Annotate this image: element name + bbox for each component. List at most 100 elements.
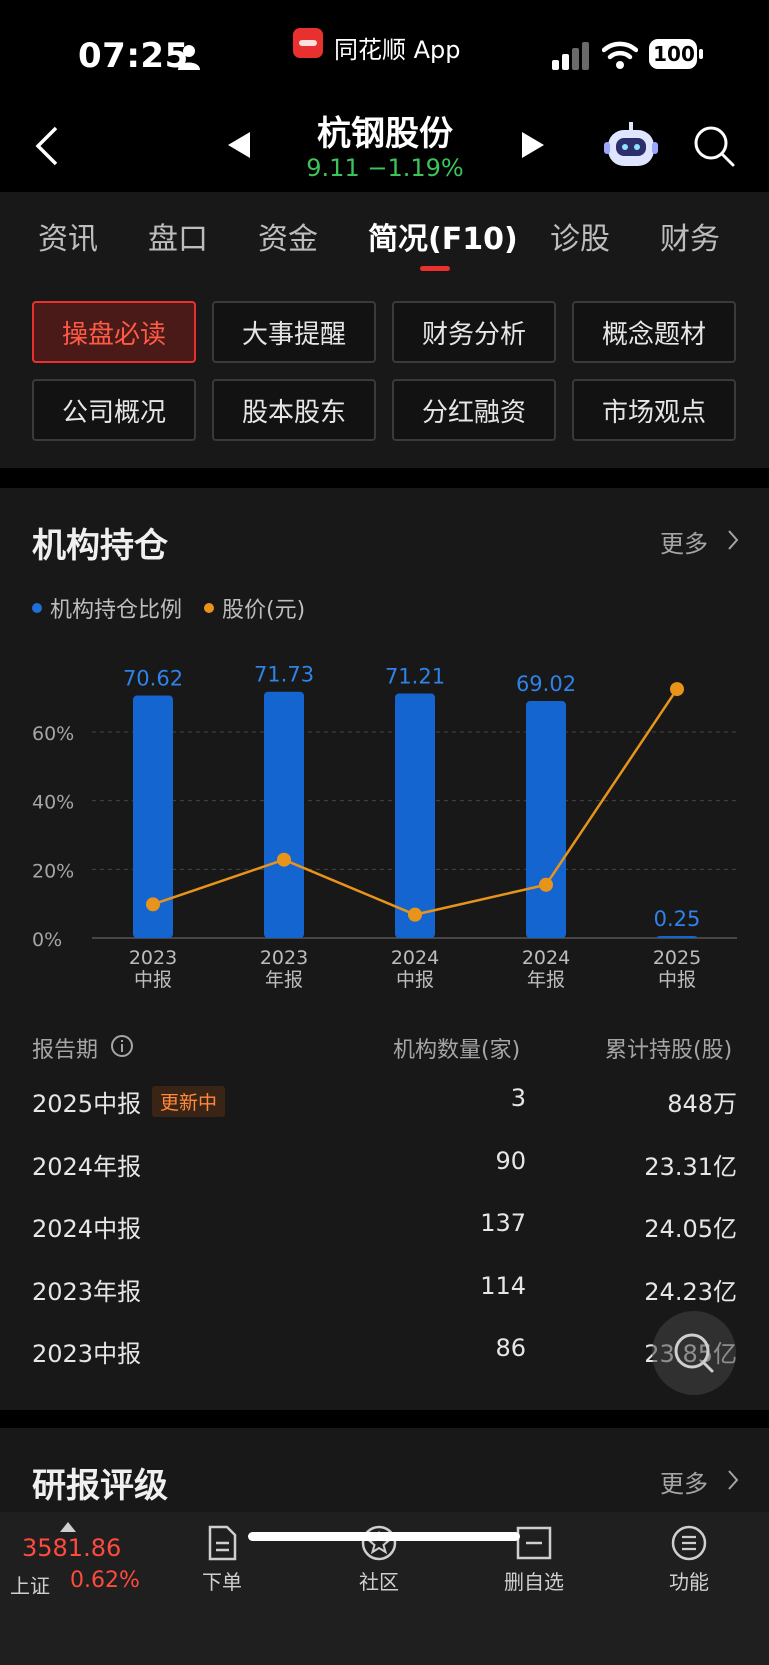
legend-item-stock-price: 股价(元) [204,592,305,624]
row-institution-count: 114 [480,1271,526,1300]
row-period: 2024年报 [32,1152,142,1181]
floating-search-button[interactable] [652,1311,736,1395]
stock-quote: 9.11 −1.19% [280,154,490,182]
home-indicator [248,1532,520,1541]
order-button[interactable]: 下单 [162,1524,282,1595]
status-bar: 07:25 同花顺 App 100 [0,0,769,100]
x-tick-label: 中报 [134,969,172,991]
price-point [408,907,422,922]
info-icon[interactable] [110,1034,134,1058]
price-point [277,852,291,867]
header-report-period: 报告期 [32,1038,99,1063]
table-row[interactable]: 2023年报 114 24.23亿 [0,1272,769,1334]
bar [264,691,304,938]
bar [395,693,435,938]
x-tick-label: 2024 [391,947,439,969]
cellular-signal-icon [552,42,589,70]
next-stock-icon[interactable] [520,130,546,160]
active-tab-indicator [420,266,450,271]
row-period: 2024中报 [32,1215,142,1243]
x-tick-label: 2023 [129,947,177,969]
chip-concepts[interactable]: 概念题材 [572,301,736,363]
more-link[interactable]: 更多 [660,530,708,558]
remove-watchlist-button[interactable]: 删自选 [474,1524,594,1595]
tab-financials[interactable]: 财务 [660,222,720,257]
search-icon[interactable] [692,124,736,168]
row-cumulative-holdings: 24.23亿 [644,1277,737,1306]
row-period: 2025中报 [32,1090,142,1118]
section-title: 机构持仓 [32,526,168,566]
row-cumulative-holdings: 24.05亿 [644,1215,737,1243]
x-tick-label: 中报 [396,969,434,991]
x-tick-label: 年报 [265,969,303,991]
x-tick-label: 2024 [522,947,570,969]
row-cumulative-holdings: 848万 [667,1090,737,1118]
more-link[interactable]: 更多 [660,1470,708,1498]
legend-dot-blue-icon [32,603,42,613]
app-logo-icon [293,28,323,58]
menu-icon [671,1525,707,1561]
bar [133,695,173,938]
bar-value-label: 71.21 [385,665,445,689]
index-value[interactable]: 3581.86 [22,1534,122,1562]
stock-nav-bar: 杭钢股份 9.11 −1.19% [0,100,769,192]
ai-assistant-robot-icon[interactable] [604,120,658,170]
header-institution-count: 机构数量(家) [393,1038,521,1063]
chip-financial-analysis[interactable]: 财务分析 [392,301,556,363]
tab-news[interactable]: 资讯 [38,222,98,257]
battery-icon [649,39,703,69]
bar-value-label: 69.02 [516,672,576,696]
functions-label: 功能 [669,1570,709,1594]
x-tick-label: 中报 [658,969,696,991]
table-row[interactable]: 2024年报 90 23.31亿 [0,1147,769,1209]
chip-major-events[interactable]: 大事提醒 [212,301,376,363]
row-institution-count: 86 [495,1334,526,1362]
legend-dot-orange-icon [204,603,215,613]
row-cumulative-holdings: 23.31亿 [644,1152,737,1181]
institutional-holdings-section: 机构持仓 更多 机构持仓比例 股价(元) 0% 20% 40% 60% 70.62 71.… [0,488,769,1410]
chip-shareholders[interactable]: 股本股东 [212,379,376,441]
back-arrow-icon[interactable] [30,122,64,170]
legend-item-holding-ratio: 机构持仓比例 [32,592,182,624]
tab-funds[interactable]: 资金 [258,222,318,257]
section-title: 研报评级 [32,1466,168,1506]
bar-value-label: 70.62 [123,667,183,691]
legend-label: 股价(元) [222,598,306,623]
table-row[interactable]: 2025中报 更新中 3 848万 [0,1084,769,1146]
community-label: 社区 [359,1570,399,1594]
bar [657,936,697,938]
research-rating-section: 研报评级 更多 [0,1428,769,1518]
stock-name: 杭钢股份 [317,114,453,154]
row-institution-count: 90 [495,1146,526,1175]
chevron-right-icon[interactable] [726,528,740,552]
index-change-pct[interactable]: 0.62% [70,1568,140,1593]
tab-order-book[interactable]: 盘口 [148,222,208,257]
tab-diagnosis[interactable]: 诊股 [550,222,610,257]
chip-trading-must-read[interactable]: 操盘必读 [32,301,196,363]
person-icon [178,45,200,70]
holdings-chart: 0%20%40%60%70.62 71.73 71.21 69.020.252023中… [32,663,737,991]
row-institution-count: 3 [510,1084,526,1112]
index-name[interactable]: 上证 [10,1574,50,1598]
previous-stock-icon[interactable] [226,130,252,160]
chevron-right-icon[interactable] [726,1468,740,1492]
table-row[interactable]: 2024中报 137 24.05亿 [0,1209,769,1271]
status-app-name: 同花顺 App [334,36,461,64]
y-tick-label: 20% [32,860,74,882]
functions-button[interactable]: 功能 [629,1524,749,1595]
x-tick-label: 2023 [260,947,308,969]
price-point [539,877,553,892]
tab-f10-overview[interactable]: 简况(F10) [368,222,518,257]
x-tick-label: 年报 [527,969,565,991]
stock-price: 9.11 [306,154,360,182]
battery-level: 100 [653,42,695,66]
stock-change-pct: −1.19% [367,154,464,182]
chip-company-profile[interactable]: 公司概况 [32,379,196,441]
y-tick-label: 40% [32,792,74,814]
chip-market-views[interactable]: 市场观点 [572,379,736,441]
status-time: 07:25 [78,36,189,76]
chip-dividends[interactable]: 分红融资 [392,379,556,441]
y-tick-label: 0% [32,929,62,951]
community-button[interactable]: 社区 [319,1524,439,1595]
bar-value-label: 71.73 [254,663,314,687]
